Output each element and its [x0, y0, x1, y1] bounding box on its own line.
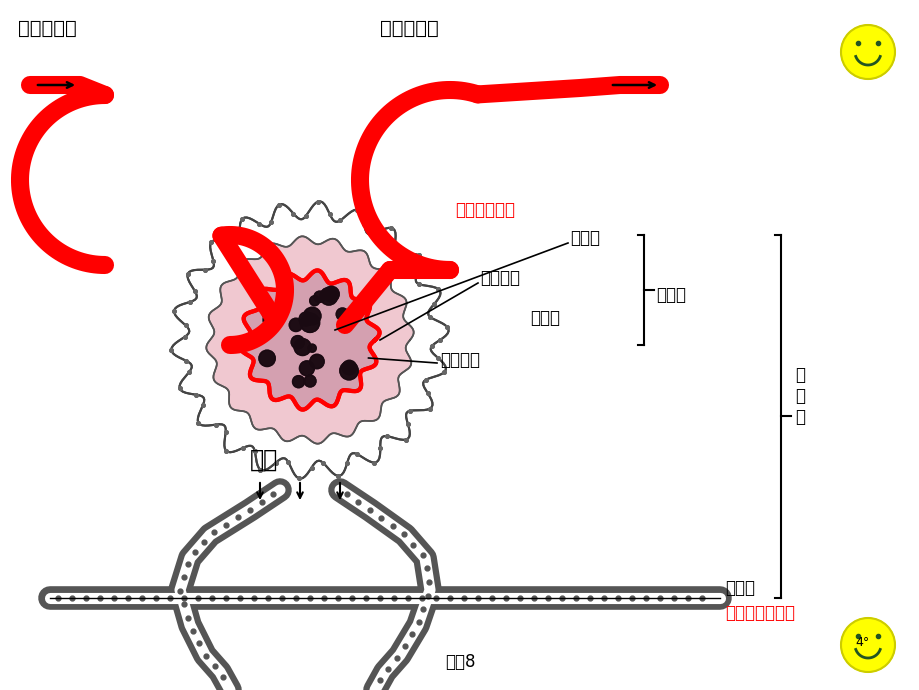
Polygon shape: [171, 201, 448, 479]
Circle shape: [339, 362, 357, 380]
Circle shape: [294, 339, 311, 355]
Circle shape: [300, 361, 314, 376]
Text: 教学8: 教学8: [444, 653, 475, 671]
Circle shape: [292, 375, 304, 388]
Text: 入球小动脉: 入球小动脉: [18, 19, 76, 37]
Circle shape: [320, 288, 337, 305]
Circle shape: [313, 291, 325, 302]
Circle shape: [299, 312, 312, 326]
Circle shape: [342, 360, 356, 375]
Circle shape: [310, 355, 323, 368]
Polygon shape: [240, 270, 380, 410]
Circle shape: [310, 296, 319, 306]
Text: 肾
单
位: 肾 单 位: [794, 366, 804, 426]
Circle shape: [840, 618, 894, 672]
Polygon shape: [206, 237, 414, 444]
Circle shape: [299, 312, 312, 326]
Text: （滤过作用）: （滤过作用）: [455, 201, 515, 219]
Circle shape: [304, 375, 315, 387]
Circle shape: [258, 351, 275, 366]
Text: 出球小动脉: 出球小动脉: [380, 19, 438, 37]
Circle shape: [258, 351, 275, 366]
Text: 肾小球: 肾小球: [570, 229, 599, 247]
Circle shape: [342, 360, 356, 375]
Circle shape: [304, 375, 315, 387]
Circle shape: [291, 335, 304, 348]
Text: 肾小管: 肾小管: [724, 579, 754, 597]
Circle shape: [300, 361, 314, 376]
Circle shape: [294, 339, 311, 355]
Text: 肾小体: 肾小体: [655, 286, 686, 304]
Circle shape: [300, 313, 319, 333]
Text: 肾小囊腔: 肾小囊腔: [439, 351, 480, 369]
Circle shape: [320, 288, 337, 305]
Circle shape: [323, 286, 339, 302]
Circle shape: [335, 308, 348, 320]
Polygon shape: [206, 237, 414, 444]
Text: （重吸收作用）: （重吸收作用）: [724, 604, 794, 622]
Circle shape: [289, 318, 302, 331]
Circle shape: [303, 307, 321, 324]
Circle shape: [308, 344, 316, 352]
Text: 肾小囊壁: 肾小囊壁: [480, 269, 519, 287]
Text: 肾小囊: 肾小囊: [529, 309, 560, 327]
Circle shape: [300, 313, 319, 333]
Circle shape: [262, 306, 276, 320]
Polygon shape: [171, 201, 448, 479]
Circle shape: [339, 362, 357, 380]
Circle shape: [323, 286, 339, 302]
Circle shape: [310, 355, 323, 368]
Circle shape: [292, 375, 304, 388]
Circle shape: [310, 296, 319, 306]
Circle shape: [303, 307, 321, 324]
Circle shape: [263, 313, 278, 328]
Circle shape: [262, 306, 276, 320]
Circle shape: [335, 308, 348, 320]
Circle shape: [263, 313, 278, 328]
Text: 原尿: 原尿: [250, 448, 278, 472]
Circle shape: [308, 344, 316, 352]
Circle shape: [289, 318, 302, 331]
Text: 4°: 4°: [855, 635, 869, 649]
Circle shape: [840, 25, 894, 79]
Polygon shape: [240, 270, 380, 410]
Circle shape: [291, 335, 304, 348]
Circle shape: [313, 291, 325, 302]
